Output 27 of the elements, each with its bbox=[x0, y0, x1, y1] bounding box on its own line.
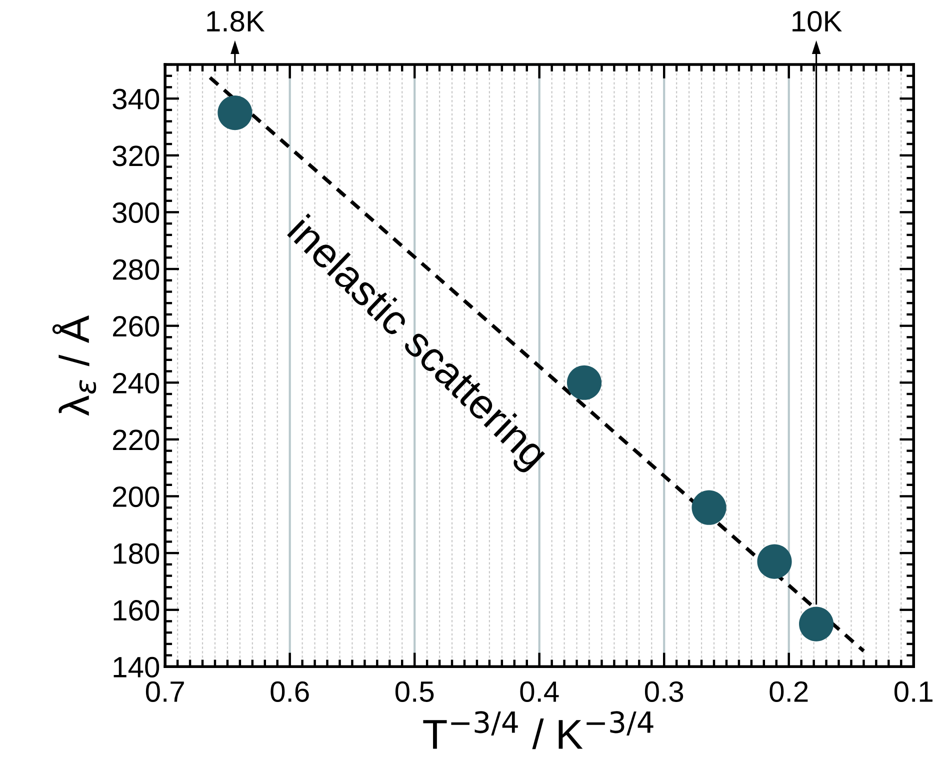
y-tick-label: 300 bbox=[112, 202, 160, 224]
y-axis-title: λ$_{ε}$ / Å bbox=[52, 315, 96, 416]
point bbox=[566, 365, 602, 400]
y-tick-label: 180 bbox=[114, 543, 160, 564]
point bbox=[757, 544, 792, 579]
x-tick-label: 0.5 bbox=[395, 681, 434, 702]
x-tick-label: 0.1 bbox=[894, 681, 932, 702]
text: 10K bbox=[792, 10, 842, 32]
y-tick-label: 260 bbox=[113, 316, 160, 337]
y-tick-label: 340 bbox=[112, 88, 160, 110]
text: 1.8K bbox=[207, 10, 265, 32]
x-tick-label: 0.2 bbox=[770, 681, 808, 702]
x-tick-label: 0.3 bbox=[644, 681, 684, 702]
x-axis-title: T$^{−3/4}$ / K$^{−3/4}$ bbox=[423, 711, 654, 750]
point bbox=[218, 95, 252, 130]
x-tick-label: 0.4 bbox=[520, 681, 559, 702]
y-tick-label: 160 bbox=[114, 600, 160, 621]
x-tick-label: 0.6 bbox=[270, 681, 309, 702]
point bbox=[692, 490, 726, 525]
y-tick-label: 240 bbox=[113, 372, 160, 394]
y-tick-label: 320 bbox=[112, 146, 160, 166]
y-tick-label: 200 bbox=[113, 486, 160, 508]
y-tick-label: 140 bbox=[114, 656, 160, 678]
y-tick-label: 280 bbox=[113, 259, 160, 280]
point bbox=[799, 606, 834, 642]
y-tick-label: 220 bbox=[113, 430, 160, 450]
x-tick-label: 0.7 bbox=[146, 681, 184, 702]
